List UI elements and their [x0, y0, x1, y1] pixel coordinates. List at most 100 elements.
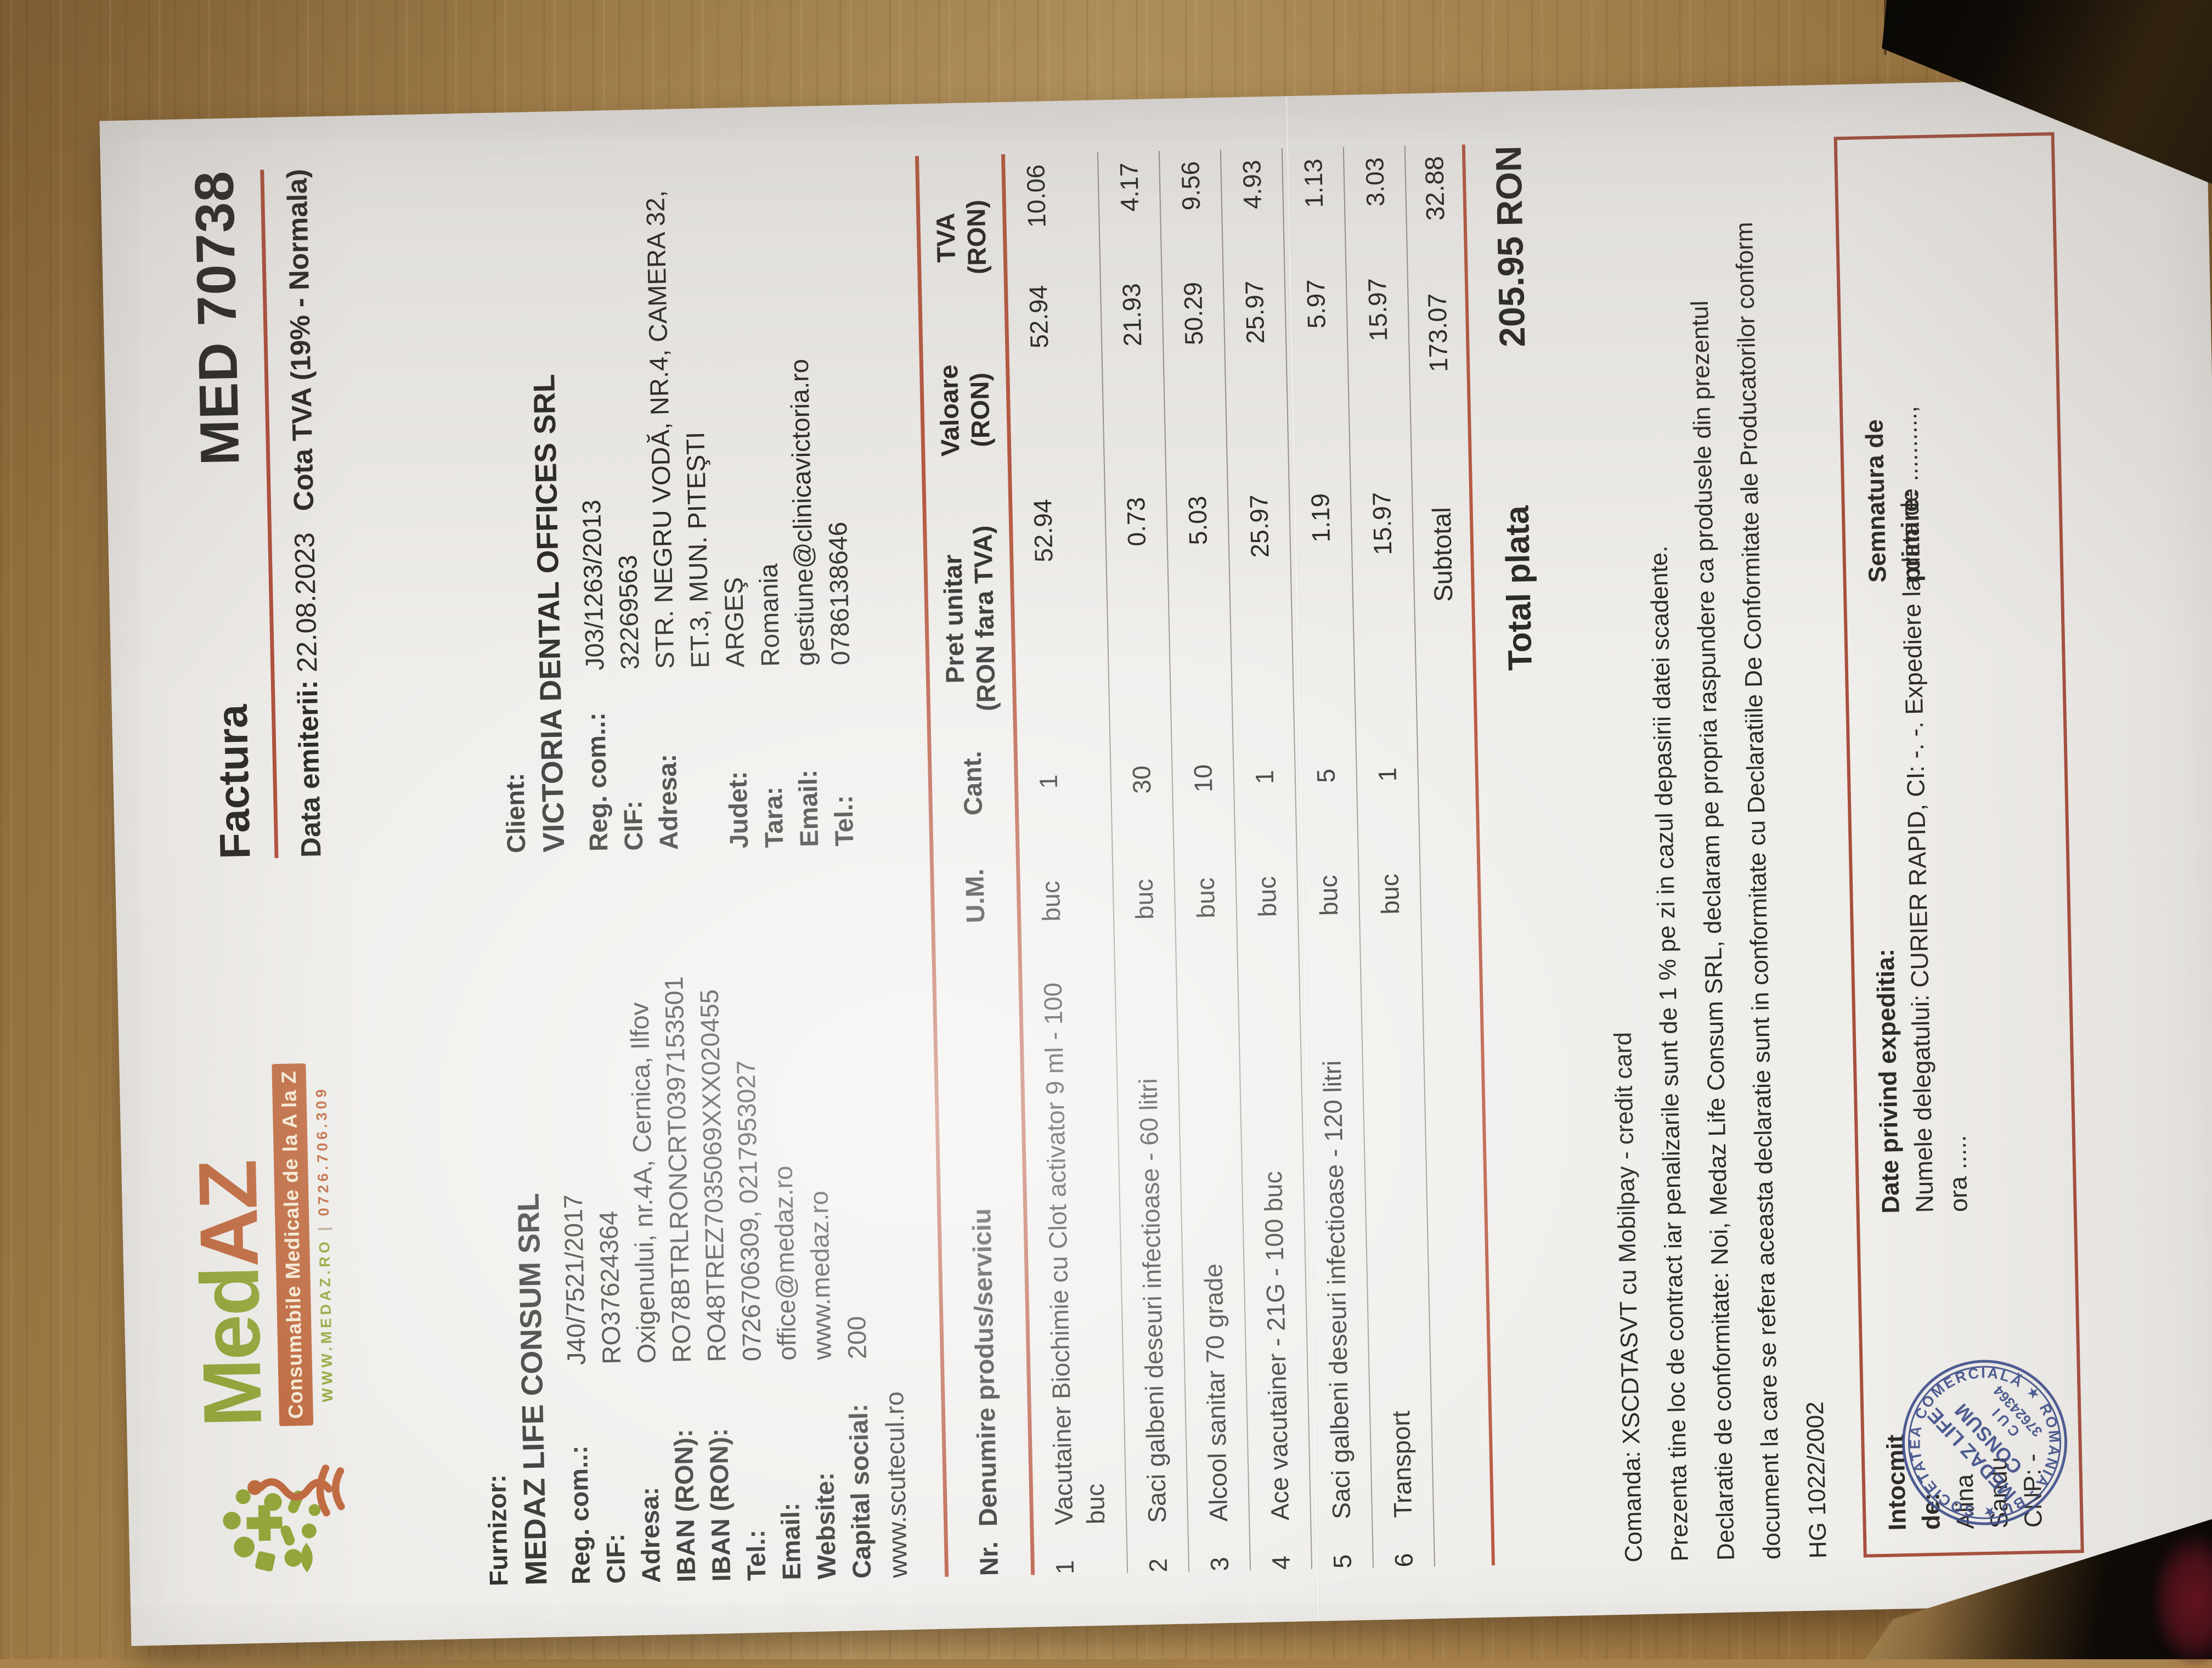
- row-tva: 1.13: [1299, 158, 1329, 208]
- row-pret: 25.97: [1244, 494, 1274, 559]
- client-adresa-label: Adresa:: [652, 753, 684, 850]
- client-block: Client: VICTORIA DENTAL OFFICES SRL Reg.…: [484, 155, 862, 854]
- col-header-cant: Cant.: [957, 751, 988, 816]
- row-product-name: Transport: [1386, 1410, 1418, 1518]
- logo-website: WWW.MEDAZ.RO: [316, 1238, 336, 1402]
- invoice-meta-row: Data emiterii: 22.08.2023 Cota TVA (19% …: [280, 168, 327, 858]
- logo-separator: |: [315, 1216, 333, 1239]
- row-um: buc: [1190, 877, 1221, 919]
- items-table: Nr. Denumire produs/serviciu U.M. Cant. …: [915, 143, 1559, 1577]
- logo-contact-line: WWW.MEDAZ.RO | 0726.706.309: [312, 1063, 337, 1425]
- medaz-logo-wordmark: MedAZ: [181, 1042, 279, 1428]
- client-regcom-label: Reg. com..:: [581, 712, 613, 852]
- issue-date-label: Data emiterii:: [291, 680, 327, 858]
- supplier-email-label: Email:: [775, 1502, 806, 1581]
- row-tva: 4.17: [1114, 162, 1144, 212]
- supplier-cif-label: CIF:: [600, 1533, 631, 1584]
- row-nr: 5: [1328, 1554, 1357, 1569]
- row-um: buc: [1036, 880, 1066, 922]
- row-product-name: Vacutainer Biochimie cu Clot activator 9…: [1038, 982, 1110, 1525]
- supplier-tel-label: Tel.:: [741, 1529, 771, 1581]
- row-cant: 1: [1250, 769, 1279, 785]
- row-product-name: Saci galbeni deseuri infectioase - 120 l…: [1317, 1060, 1356, 1520]
- client-tel-label: Tel.:: [828, 794, 859, 847]
- row-valoare: 15.97: [1362, 278, 1393, 342]
- row-pret: 0.73: [1121, 497, 1151, 547]
- row-nr: 1: [1050, 1560, 1080, 1575]
- col-header-valoare-l2: (RON): [964, 372, 996, 448]
- rotated-invoice-paper: MedAZ Consumabile Medicale de la A la Z …: [99, 77, 2212, 1646]
- col-header-tva: TVA (RON): [929, 155, 994, 320]
- row-cant: 10: [1188, 764, 1218, 793]
- invoice-title: Factura: [207, 704, 259, 860]
- row-nr: 2: [1143, 1558, 1173, 1573]
- logo-tagline: Consumabile Medicale de la A la Z: [277, 1070, 307, 1419]
- subtotal-tva: 32.88: [1419, 156, 1450, 221]
- row-cant: 1: [1034, 774, 1063, 789]
- row-pret: 52.94: [1028, 499, 1058, 563]
- col-header-pret: Pret unitar (RON fara TVA): [936, 500, 1002, 737]
- red-object-bottom-right: [2151, 1531, 2212, 1668]
- client-judet-label: Judet:: [723, 770, 754, 849]
- row-nr: 6: [1389, 1553, 1419, 1568]
- header-rule: [260, 170, 279, 859]
- row-tva: 9.56: [1176, 161, 1206, 211]
- row-tva: 4.93: [1237, 160, 1267, 210]
- supplier-block: Furnizor: MEDAZ LIFE CONSUM SRL Reg. com…: [467, 892, 916, 1587]
- logo-med: Med: [183, 1266, 279, 1428]
- row-cant: 5: [1311, 768, 1341, 784]
- row-um: buc: [1252, 876, 1282, 917]
- row-nr: 4: [1266, 1555, 1296, 1570]
- invoice-title-row: Factura MED 70738: [183, 170, 260, 860]
- col-header-tva-l2: (RON): [961, 199, 992, 275]
- supplier-regcom-label: Reg. com..:: [563, 1445, 596, 1585]
- medaz-logo-icon: [223, 1464, 345, 1573]
- total-label: Total plata: [1498, 505, 1539, 671]
- col-header-nr: Nr.: [973, 1541, 1004, 1576]
- row-nr: 3: [1205, 1557, 1234, 1571]
- row-um: buc: [1129, 878, 1159, 920]
- row-um: buc: [1375, 873, 1405, 915]
- row-product-name: Alcool sanitar 70 grade: [1199, 1263, 1233, 1522]
- col-header-pret-l1: Pret unitar: [938, 554, 970, 684]
- row-valoare: 5.97: [1301, 279, 1331, 329]
- row-pret: 15.97: [1367, 492, 1397, 556]
- issue-date-value: 22.08.2023: [289, 532, 323, 673]
- col-header-name: Denumire produs/serviciu: [967, 1208, 1003, 1527]
- row-cant: 1: [1373, 767, 1402, 782]
- row-valoare: 21.93: [1116, 283, 1147, 347]
- client-adresa-value: STR. NEGRU VODĂ, NR.4, CAMERA 32, ET.3, …: [640, 190, 715, 669]
- client-email-label: Email:: [793, 769, 824, 848]
- logo-az: AZ: [181, 1160, 276, 1269]
- row-product-name: Saci galbeni deseuri infectioase - 60 li…: [1133, 1078, 1172, 1524]
- semnatura-label-l1: Semnatura de: [1860, 419, 1892, 583]
- row-tva: 3.03: [1360, 157, 1390, 207]
- col-header-valoare-l1: Valoare: [933, 364, 965, 457]
- company-round-stamp: ★ SOCIETATEA COMERCIALĂ ★ ROMANIA - BUCU…: [1883, 1352, 2078, 1545]
- client-tara-label: Tara:: [758, 786, 789, 848]
- col-header-pret-l2: (RON fara TVA): [968, 525, 1001, 712]
- logo-tagline-band: Consumabile Medicale de la A la Z: [272, 1063, 314, 1427]
- invoice-notes: Comanda: XSCDTASVT cu Mobilpay - credit …: [1582, 137, 1842, 1563]
- row-tva: 10.06: [1021, 164, 1051, 228]
- row-um: buc: [1313, 875, 1344, 916]
- row-pret: 1.19: [1306, 493, 1335, 543]
- client-cif-label: CIF:: [618, 800, 648, 851]
- col-header-valoare: Valoare (RON): [932, 319, 997, 501]
- supplier-iban1-label: IBAN (RON):: [668, 1428, 701, 1583]
- row-pret: 5.03: [1183, 495, 1212, 545]
- supplier-website-label: Website:: [810, 1472, 842, 1580]
- semnatura-label-l2: primire:: [1895, 489, 1926, 583]
- invoice-document: MedAZ Consumabile Medicale de la A la Z …: [99, 77, 2212, 1646]
- invoice-header: Factura MED 70738 Data emiterii: 22.08.2…: [183, 168, 327, 860]
- col-header-tva-l1: TVA: [930, 212, 961, 263]
- semnatura-column: Semnatura de primire:: [1855, 307, 1928, 583]
- total-value: 205.95 RON: [1487, 145, 1533, 348]
- subtotal-valoare: 173.07: [1422, 292, 1453, 373]
- invoice-number: MED 70738: [183, 170, 251, 466]
- logo-phone: 0726.706.309: [313, 1086, 332, 1216]
- row-valoare: 50.29: [1178, 281, 1209, 346]
- subtotal-label: Subtotal: [1426, 506, 1458, 602]
- row-valoare: 25.97: [1239, 280, 1270, 345]
